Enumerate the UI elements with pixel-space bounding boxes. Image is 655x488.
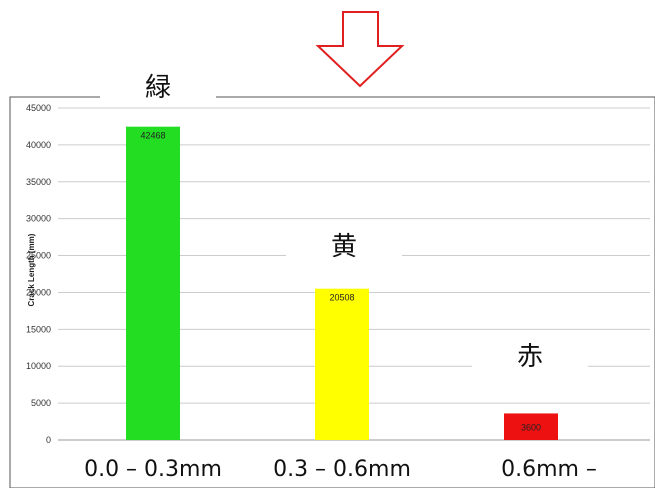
category-backing (252, 450, 432, 484)
data-label: 20508 (329, 293, 354, 303)
data-labels: 42468 20508 3600 (140, 131, 541, 433)
category-labels: 0.0 – 0.3mm 0.3 – 0.6mm 0.6mm – (63, 450, 621, 484)
bars (126, 126, 558, 440)
y-axis-label: Crack Length (mm) (27, 233, 36, 306)
category-backing (441, 450, 621, 484)
data-label: 3600 (521, 422, 541, 432)
data-label: 42468 (140, 131, 165, 141)
category-label: 0.0 – 0.3mm (84, 457, 222, 482)
category-label: 0.6mm – (501, 457, 597, 482)
bar (504, 413, 558, 440)
annotation-label: 緑 (145, 73, 171, 103)
chart-frame (9, 96, 655, 488)
y-tick-label: 25000 (26, 251, 51, 261)
y-tick-label: 35000 (26, 177, 51, 187)
y-tick-label: 15000 (26, 324, 51, 334)
annotation-backing (100, 70, 216, 106)
y-tick-label: 5000 (31, 398, 51, 408)
category-backing (63, 450, 243, 484)
bar (315, 288, 369, 440)
bar (126, 126, 180, 440)
annotation-backing (472, 339, 588, 375)
category-label: 0.3 – 0.6mm (273, 457, 411, 482)
y-tick-label: 0 (46, 435, 51, 445)
y-tick-label: 10000 (26, 361, 51, 371)
y-tick-label: 30000 (26, 214, 51, 224)
annotation-backing (286, 229, 402, 265)
y-tick-label: 40000 (26, 140, 51, 150)
down-arrow-icon (315, 11, 405, 88)
annotation-label: 黄 (331, 232, 357, 262)
annotations: 緑黄赤 (100, 70, 588, 375)
y-tick-label: 45000 (26, 103, 51, 113)
y-tick-label: 20000 (26, 287, 51, 297)
y-axis-ticks: 0 5000 10000 15000 20000 25000 30000 35000 40000… (26, 103, 51, 445)
annotation-label: 赤 (517, 342, 543, 372)
